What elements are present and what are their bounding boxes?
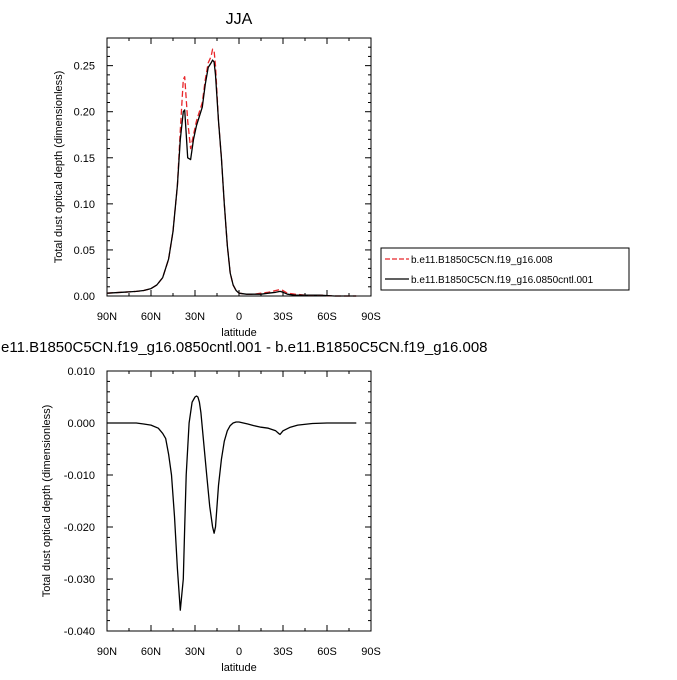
series-line-1	[106, 48, 357, 297]
x-tick-label: 60N	[141, 311, 161, 323]
plot-frame	[106, 37, 372, 297]
y-tick-label: 0.15	[74, 153, 95, 165]
y-axis-label: Total dust optical depth (dimensionless)	[41, 405, 53, 598]
y-tick-label: -0.030	[64, 574, 95, 586]
chart-title: JJA	[226, 11, 253, 28]
series-line-1	[107, 395, 357, 611]
x-tick-label: 60S	[317, 646, 337, 658]
x-axis-label: latitude	[221, 662, 256, 674]
x-tick-label: 60S	[317, 311, 337, 323]
chart-title: b.e11.B1850C5CN.f19_g16.0850cntl.001 - b…	[0, 339, 487, 356]
legend-entry: b.e11.B1850C5CN.f19_g16.0850cntl.001	[411, 275, 594, 286]
x-tick-label: 0	[236, 646, 242, 658]
y-tick-label: 0.05	[74, 245, 95, 257]
x-tick-label: 90N	[97, 311, 117, 323]
y-tick-label: 0.000	[67, 418, 95, 430]
x-tick-label: 0	[236, 311, 242, 323]
x-tick-label: 30N	[185, 311, 205, 323]
y-tick-label: 0.25	[74, 61, 95, 73]
legend-box	[380, 247, 630, 291]
y-tick-label: 0.00	[74, 291, 95, 303]
y-axis-label: Total dust optical depth (dimensionless)	[53, 71, 65, 264]
y-tick-label: -0.040	[64, 626, 95, 638]
y-tick-label: 0.20	[74, 107, 95, 119]
y-tick-label: -0.020	[64, 522, 95, 534]
x-tick-label: 30S	[273, 311, 293, 323]
series-line-2	[106, 59, 357, 297]
plot-frame	[106, 370, 372, 632]
x-tick-label: 30S	[273, 646, 293, 658]
y-tick-label: 0.010	[67, 366, 95, 378]
x-tick-label: 90S	[361, 311, 381, 323]
x-tick-label: 90S	[361, 646, 381, 658]
legend-entry: b.e11.B1850C5CN.f19_g16.008	[411, 255, 553, 266]
x-tick-label: 30N	[185, 646, 205, 658]
x-tick-label: 90N	[97, 646, 117, 658]
y-tick-label: 0.10	[74, 199, 95, 211]
x-axis-label: latitude	[221, 327, 256, 339]
y-tick-label: -0.010	[64, 470, 95, 482]
x-tick-label: 60N	[141, 646, 161, 658]
